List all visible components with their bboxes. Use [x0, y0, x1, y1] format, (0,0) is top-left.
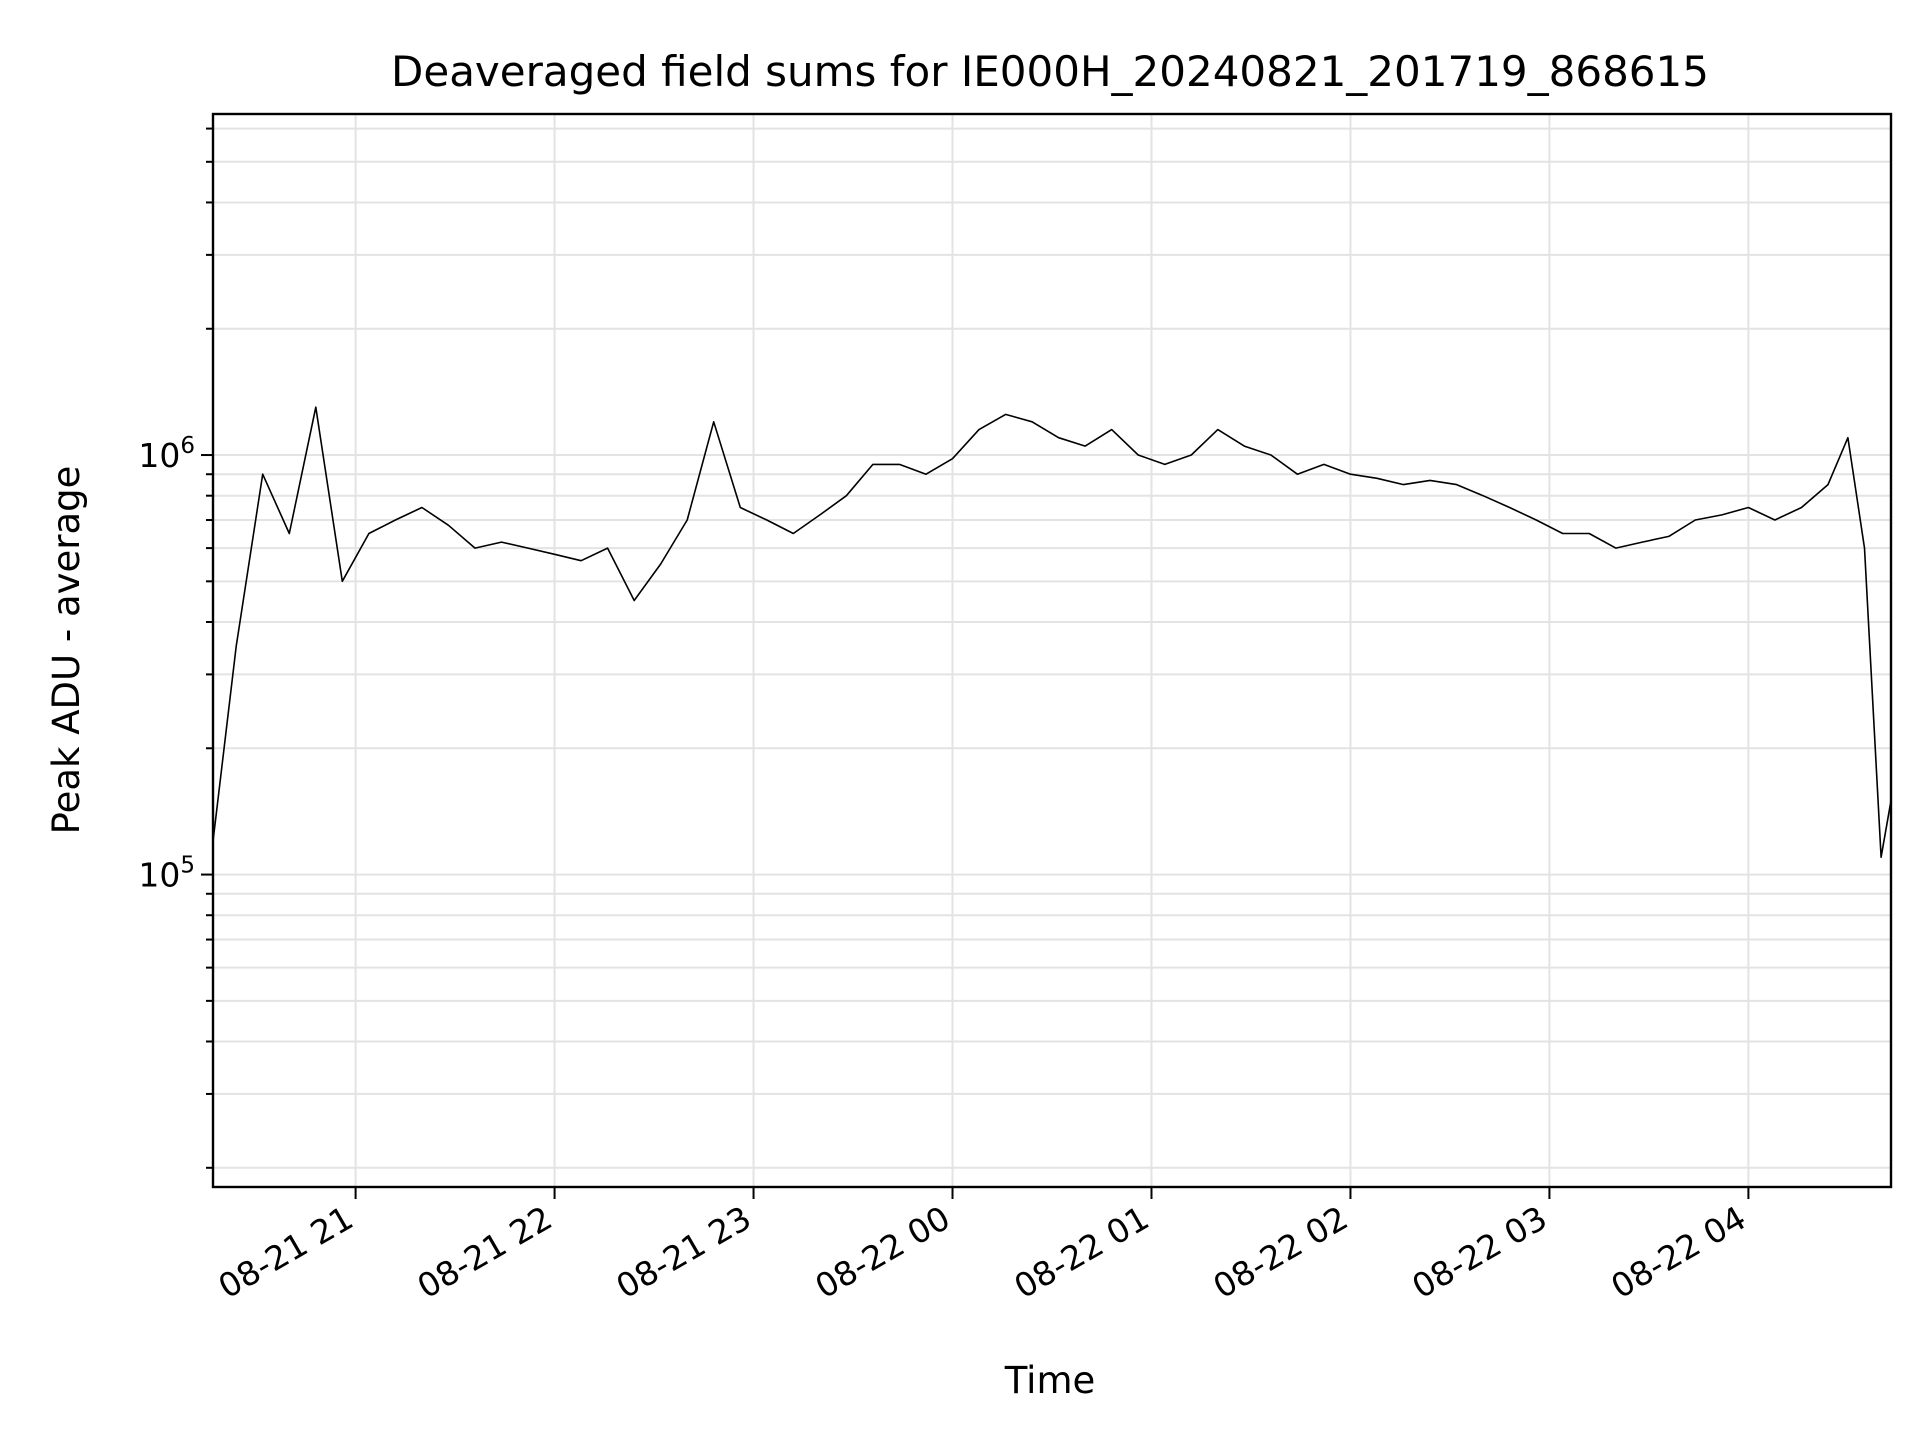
- y-tick-label: 106: [138, 433, 195, 475]
- series-line: [212, 406, 1892, 859]
- x-tick-label: 08-21 21: [212, 1198, 360, 1306]
- grid-x: [354, 114, 1750, 1187]
- y-axis-label: Peak ADU - average: [45, 466, 88, 835]
- plot-frame: [211, 112, 1893, 1189]
- x-tick-label: 08-22 01: [1007, 1198, 1155, 1306]
- chart-title: Deaveraged field sums for IE000H_2024082…: [391, 47, 1709, 96]
- x-tick-label: 08-22 00: [809, 1198, 957, 1306]
- grid-y-major: [213, 454, 1891, 876]
- x-axis-label: Time: [1004, 1359, 1096, 1402]
- x-tick-label: 08-21 23: [610, 1198, 758, 1306]
- x-tick-label: 08-22 03: [1405, 1198, 1553, 1306]
- y-axis-ticks: 105 106: [138, 127, 213, 1169]
- x-tick-label: 08-21 22: [411, 1198, 559, 1306]
- y-tick-label: 105: [138, 853, 195, 895]
- x-axis-ticks: 08-21 21 08-21 22 08-21 23 08-22 00 08-22 01…: [212, 1187, 1752, 1306]
- x-tick-label: 08-22 04: [1604, 1198, 1752, 1306]
- grid-y-minor: [213, 127, 1891, 1169]
- data-series: [212, 406, 1892, 859]
- x-tick-label: 08-22 02: [1206, 1198, 1354, 1306]
